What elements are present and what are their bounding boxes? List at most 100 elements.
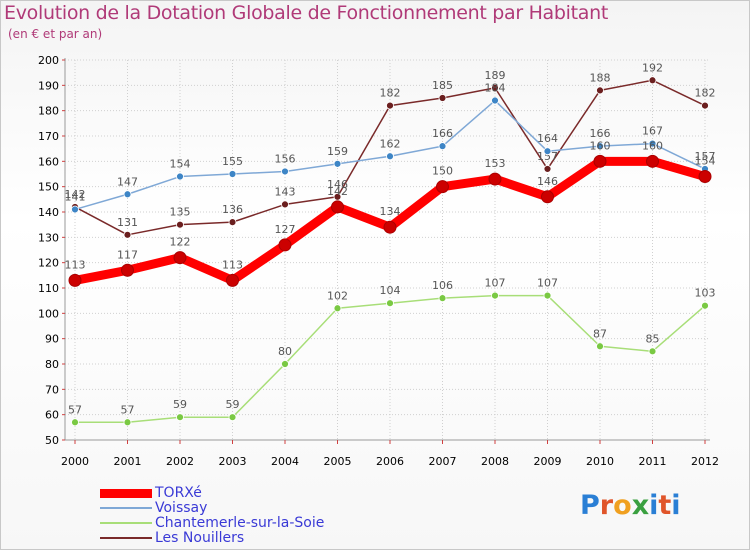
logo-letter: P — [580, 490, 600, 521]
chart-title: Evolution de la Dotation Globale de Fonc… — [4, 2, 609, 24]
data-point — [491, 83, 499, 92]
data-point — [176, 413, 184, 422]
data-point — [176, 220, 184, 229]
x-tick-label: 2005 — [324, 455, 352, 468]
logo-letter: t — [658, 490, 672, 521]
x-tick-label: 2012 — [691, 455, 719, 468]
data-label: 155 — [222, 155, 243, 168]
legend-item-torxe: TORXé — [100, 485, 202, 501]
x-tick-label: 2000 — [61, 455, 89, 468]
y-tick-label: 120 — [38, 257, 59, 270]
data-point — [68, 273, 82, 287]
data-point — [121, 263, 134, 277]
data-point — [701, 301, 709, 310]
legend-swatch — [100, 488, 152, 498]
data-point — [648, 347, 657, 356]
y-tick-label: 90 — [45, 333, 59, 346]
data-label: 156 — [275, 152, 296, 165]
y-tick-label: 150 — [38, 181, 59, 194]
data-point — [488, 172, 502, 186]
data-label: 166 — [590, 127, 611, 140]
x-tick-label: 2008 — [481, 455, 509, 468]
data-point — [543, 147, 552, 156]
data-point — [438, 94, 447, 102]
data-label: 159 — [327, 145, 348, 158]
data-point — [596, 142, 604, 151]
x-tick-label: 2001 — [114, 455, 142, 468]
data-label: 87 — [593, 327, 607, 340]
data-label: 182 — [380, 87, 401, 100]
data-label: 162 — [380, 137, 401, 150]
data-point — [71, 205, 79, 214]
legend-label: Chantemerle-sur-la-Soie — [155, 515, 325, 531]
data-label: 184 — [485, 82, 506, 95]
data-point — [123, 190, 132, 199]
data-label: 141 — [65, 190, 86, 203]
data-point — [648, 139, 657, 148]
data-label: 146 — [537, 175, 558, 188]
data-label: 142 — [327, 185, 348, 198]
legend-item-voissay: Voissay — [100, 500, 208, 516]
y-tick-label: 170 — [38, 130, 59, 143]
x-tick-label: 2011 — [639, 455, 667, 468]
data-label: 157 — [695, 150, 716, 163]
logo-letter: o — [613, 490, 632, 521]
chart-subtitle: (en € et par an) — [8, 27, 103, 41]
x-tick-label: 2003 — [219, 455, 247, 468]
data-label: 104 — [380, 284, 401, 297]
data-label: 134 — [380, 205, 401, 218]
data-label: 164 — [537, 132, 558, 145]
logo-letter: i — [671, 490, 681, 521]
data-label: 113 — [65, 258, 86, 271]
data-point — [543, 291, 552, 300]
data-label: 80 — [278, 345, 292, 358]
data-label: 153 — [485, 157, 506, 170]
data-label: 142 — [65, 188, 86, 201]
x-tick-label: 2009 — [534, 455, 562, 468]
x-tick-label: 2010 — [586, 455, 614, 468]
data-label: 160 — [642, 139, 663, 152]
data-point — [438, 294, 447, 303]
data-point — [176, 172, 184, 181]
legend-label: Voissay — [155, 500, 208, 516]
data-point — [438, 142, 447, 151]
data-label: 113 — [222, 258, 243, 271]
data-label: 103 — [695, 287, 716, 300]
data-point — [123, 418, 132, 427]
data-point — [226, 273, 239, 287]
y-tick-label: 80 — [45, 358, 59, 371]
data-point — [386, 152, 394, 161]
data-point — [541, 190, 554, 204]
data-label: 146 — [327, 178, 348, 191]
legend-swatch — [100, 522, 152, 524]
logo-letter: r — [599, 490, 614, 521]
data-label: 150 — [432, 165, 453, 178]
data-label: 57 — [68, 403, 82, 416]
data-point — [333, 159, 342, 168]
data-point — [596, 86, 604, 95]
data-label: 102 — [327, 289, 348, 302]
data-point — [123, 230, 132, 239]
data-label: 57 — [121, 403, 135, 416]
data-label: 131 — [117, 216, 138, 229]
data-label: 147 — [117, 175, 138, 188]
data-point — [281, 200, 289, 209]
data-point — [383, 220, 397, 234]
data-label: 192 — [642, 61, 663, 74]
data-point — [173, 251, 187, 265]
data-label: 167 — [642, 125, 663, 138]
data-point — [491, 96, 499, 105]
data-label: 136 — [222, 203, 243, 216]
data-point — [386, 299, 394, 308]
data-point — [281, 360, 289, 368]
data-point — [646, 154, 659, 168]
data-label: 127 — [275, 223, 296, 236]
data-label: 107 — [485, 277, 506, 290]
logo-letter: x — [631, 490, 650, 521]
logo-letter: i — [649, 490, 659, 521]
data-point — [71, 418, 79, 427]
data-point — [333, 192, 342, 201]
y-tick-label: 200 — [38, 54, 59, 67]
data-label: 59 — [173, 398, 187, 411]
